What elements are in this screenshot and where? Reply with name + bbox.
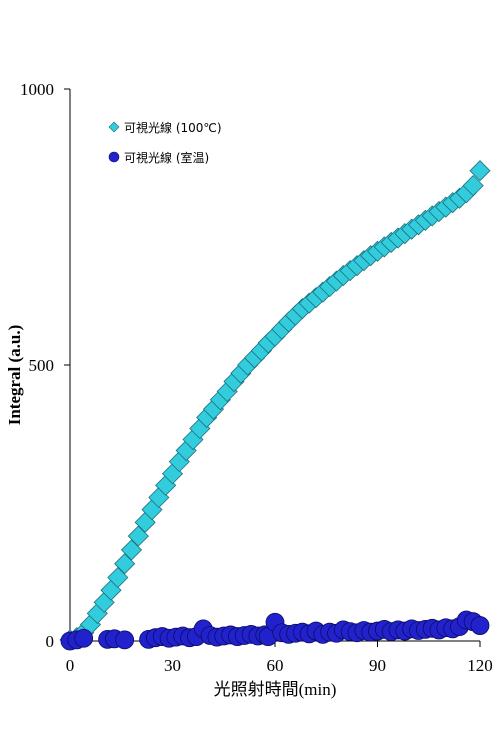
legend: 可視光線 (100℃) 可視光線 (室温) [108,120,222,165]
legend-circle-marker [108,151,120,163]
data-point-100c [462,175,484,197]
legend-label-100c: 可視光線 (100℃) [124,120,222,135]
y-tick-label: 1000 [20,80,54,99]
data-point-room-temp [115,630,135,650]
data-point-100c [127,525,149,547]
data-point-100c [107,566,129,589]
x-tick-label: 60 [267,656,284,675]
data-point-room-temp [470,616,490,635]
data-point-100c [120,539,143,561]
x-axis-title: 光照射時間(min) [214,680,337,699]
y-tick-label: 0 [46,632,55,651]
legend-diamond-marker [108,121,120,133]
ticks: 0 500 1000 0 30 60 90 120 [20,80,493,675]
x-tick-label: 0 [66,656,75,675]
legend-label-room-temp: 可視光線 (室温) [124,150,209,165]
series-100c [59,160,491,651]
x-tick-label: 90 [369,656,386,675]
data-point-room-temp [74,628,94,648]
y-axis-title: Integral (a.u.) [5,325,24,426]
data-point-100c [469,160,491,182]
x-tick-label: 120 [467,656,493,675]
data-point-100c [114,553,136,575]
series-room-temp [60,610,490,651]
x-tick-label: 30 [164,656,181,675]
y-tick-label: 500 [29,356,55,375]
